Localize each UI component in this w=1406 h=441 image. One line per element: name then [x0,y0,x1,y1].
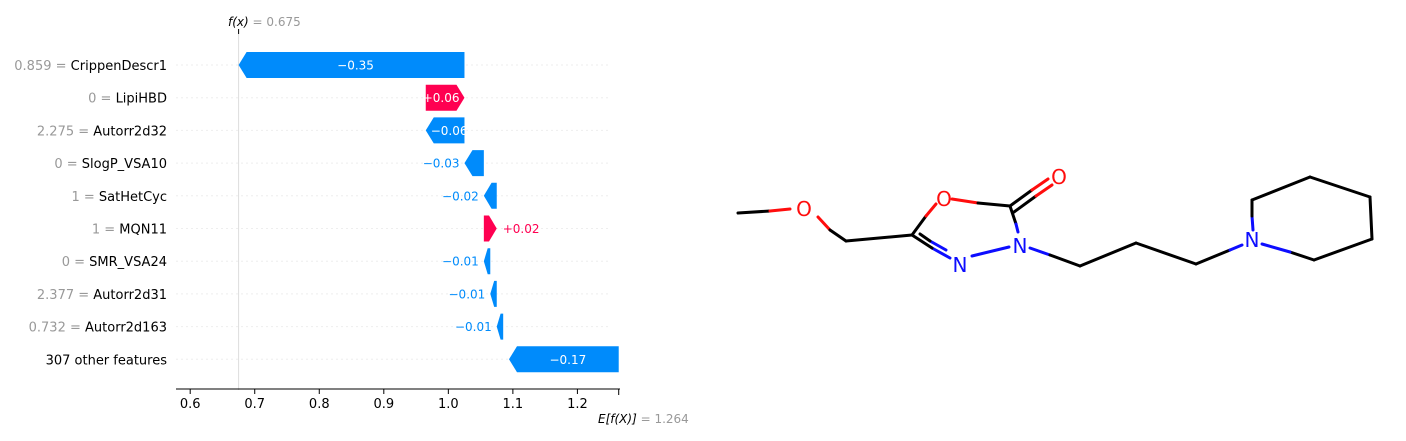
feature-value: 1 [92,222,100,237]
fx-symbol: f(x) [228,15,249,29]
bar-label: −0.01 [442,255,479,269]
feature-label: 2.377 = Autorr2d31 [37,287,167,302]
waterfall-bar [509,346,619,373]
feature-label: 2.275 = Autorr2d32 [37,124,167,139]
feature-name: Autorr2d31 [93,287,167,302]
waterfall-bar [425,84,465,111]
bar-label: −0.01 [449,287,486,301]
feature-label: 307 other features [46,353,168,368]
feature-label: 1 = MQN11 [92,222,167,237]
feature-name: MQN11 [119,222,167,237]
feature-label: 0 = SMR_VSA24 [62,255,167,270]
waterfall-bar [464,150,484,177]
molecule-bonds [736,175,1374,268]
shap-waterfall-chart: −0.35 0.859 = CrippenDescr1 +0.06 0 = LipiH… [14,15,689,426]
feature-value: 0.732 [29,320,66,335]
feature-equals: = [100,222,119,237]
efx-symbol: E[f(X)] [598,412,637,426]
feature-value: 0.859 [14,59,51,74]
x-tick-label: 0.8 [309,397,330,412]
feature-name: Autorr2d32 [93,124,167,139]
fx-label: f(x) = 0.675 [228,15,301,29]
feature-equals: = [80,189,99,204]
waterfall-bar [483,248,491,275]
x-tick-label: 1.2 [567,397,588,412]
waterfall-bar [496,313,504,340]
feature-value: 0 [54,157,62,172]
waterfall-bar [238,52,465,78]
feature-name: Autorr2d163 [85,320,167,335]
feature-equals: = [52,59,71,74]
molecule-atoms: O O O N N N [796,165,1259,277]
efx-label: E[f(X)] = 1.264 [598,412,689,426]
efx-equals: = [637,412,655,426]
feature-equals: = [66,320,85,335]
atom-o-ring: O [936,187,952,211]
feature-label: 0.859 = CrippenDescr1 [14,59,167,74]
feature-name: SMR_VSA24 [89,255,167,270]
feature-equals: = [74,287,93,302]
x-tick-label: 0.9 [373,397,394,412]
x-tick-label: 1.1 [503,397,524,412]
feature-label: 0 = SlogP_VSA10 [54,157,167,172]
feature-label: 0.732 = Autorr2d163 [29,320,167,335]
x-tick-label: 0.7 [244,397,265,412]
x-tick-label: 1.0 [438,397,459,412]
feature-name: SatHetCyc [99,189,167,204]
feature-name: SlogP_VSA10 [82,157,167,172]
feature-equals: = [74,124,93,139]
atom-o-methoxy: O [796,197,812,221]
feature-value: 0 [88,91,96,106]
bar-label: +0.06 [423,91,460,105]
bar-label: −0.03 [423,157,460,171]
bar-label: −0.17 [549,353,586,367]
feature-name: CrippenDescr1 [71,59,167,74]
bar-label: −0.02 [442,189,479,203]
x-tick-label: 0.6 [180,397,201,412]
molecule-structure: O O O N N N [736,165,1374,277]
feature-label: 0 = LipiHBD [88,91,167,106]
feature-value: 1 [71,189,79,204]
feature-value: 2.377 [37,287,74,302]
bar-label: +0.02 [503,222,540,236]
fx-value: 0.675 [266,15,300,29]
waterfall-bar [483,215,497,242]
atom-n-ring-3: N [1013,234,1028,258]
atom-n-ring-4: N [953,253,968,277]
waterfall-bar [483,182,497,209]
waterfall-bar [425,117,465,144]
feature-value: 2.275 [37,124,74,139]
atom-o-carbonyl: O [1051,165,1067,189]
bar-label: −0.35 [337,59,374,73]
bar-label: −0.01 [455,320,492,334]
feature-label: 1 = SatHetCyc [71,189,167,204]
atom-n-piperidine: N [1245,228,1260,252]
feature-value: 0 [62,255,70,270]
bar-label: −0.06 [431,124,468,138]
feature-equals: = [96,91,115,106]
feature-equals: = [63,157,82,172]
fx-equals: = [249,15,267,29]
efx-value: 1.264 [654,412,688,426]
feature-name: 307 other features [46,353,168,368]
feature-name: LipiHBD [116,91,167,106]
feature-equals: = [70,255,89,270]
waterfall-bar [490,280,497,307]
